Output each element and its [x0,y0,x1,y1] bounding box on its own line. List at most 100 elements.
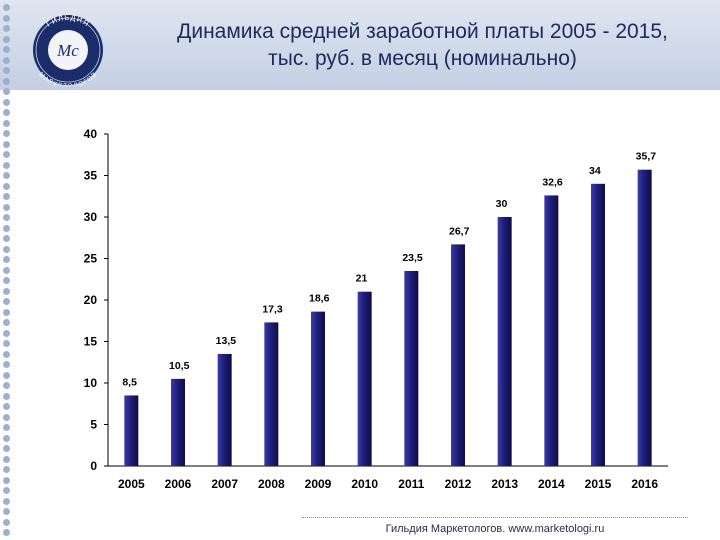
decorative-dot [3,361,10,368]
x-tick-label: 2013 [491,477,518,491]
data-label-2010: 21 [356,273,368,285]
data-label-2015: 34 [589,165,601,177]
decorative-dot-column [3,0,13,540]
data-label-2011: 23,5 [402,252,423,264]
bar-2016 [637,169,652,466]
decorative-dot [3,287,10,295]
bar-2005 [124,395,139,466]
decorative-dot [3,88,10,95]
bar-2014 [544,195,559,467]
y-tick-label: 40 [84,127,98,141]
decorative-dot [3,329,10,337]
decorative-dot [3,277,10,284]
decorative-dot [3,14,10,22]
decorative-dot [3,476,10,484]
y-tick-label: 0 [90,459,97,473]
decorative-dot [3,455,10,463]
x-tick-label: 2014 [538,477,565,491]
decorative-dot [3,35,10,43]
decorative-dot [3,56,10,64]
decorative-dot [3,235,10,242]
data-label-2016: 35,7 [636,151,657,163]
decorative-dot [3,161,10,169]
bar-2012 [451,244,465,466]
decorative-dot [3,413,10,421]
footer-text: Гильдия Маркетологов. www.marketologi.ru [385,523,605,535]
decorative-dot [3,487,10,494]
bar-2008 [264,322,279,466]
x-tick-label: 2012 [445,477,472,491]
decorative-dot [3,4,10,11]
salary-bar-chart: 8,5 10,5 13,5 17,3 18,6 21 23,5 26,7 30 32,6 34 35,… [84,127,668,491]
decorative-dot [3,298,10,305]
chart-bars [124,169,652,467]
bar-2007 [217,353,232,466]
y-tick-label: 5 [90,418,97,432]
decorative-dot [3,434,10,442]
logo-monogram: Mc [56,41,79,60]
decorative-dot [3,518,10,526]
decorative-dot [3,350,10,358]
x-tick-label: 2016 [631,477,658,491]
y-tick-label: 10 [84,376,98,390]
decorative-dot [3,224,10,232]
decorative-dot [3,340,10,347]
decorative-dot [3,203,10,211]
data-label-2012: 26,7 [449,225,470,237]
decorative-dot [3,508,10,515]
decorative-dot [3,466,10,473]
bar-2011 [404,270,419,466]
chart-axes [107,134,668,467]
decorative-dot [3,371,10,379]
decorative-dot [3,172,10,179]
x-tick-label: 2011 [398,477,424,491]
data-label-2013: 30 [496,198,508,210]
data-label-2014: 32,6 [542,176,563,188]
x-tick-label: 2006 [165,477,192,491]
y-tick-label: 35 [84,169,98,183]
guild-logo: ГИЛЬДИЯ МАРКЕТОЛОГОВ Mc [33,13,103,86]
footer-divider [302,517,688,518]
decorative-dot [3,77,10,85]
decorative-dot [3,445,10,452]
y-tick-label: 25 [84,252,98,266]
y-tick-label: 30 [84,210,98,224]
header-bar: ГИЛЬДИЯ МАРКЕТОЛОГОВ Mc Динамика средней… [0,0,720,90]
decorative-dot [3,497,10,505]
decorative-dot [3,98,10,106]
title-line-2: тыс. руб. в месяц (номинально) [268,47,577,70]
y-tick-label: 15 [84,335,98,349]
decorative-dot [3,256,10,263]
decorative-dot [3,319,10,326]
x-tick-label: 2005 [118,477,145,491]
decorative-dot [3,403,10,410]
decorative-dot [3,109,10,116]
decorative-dot [3,151,10,158]
decorative-dot [3,182,10,190]
decorative-dot [3,214,10,221]
decorative-dot [3,245,10,253]
bar-2015 [591,183,605,467]
page-title: Динамика средней заработной платы 2005 -… [130,18,715,72]
x-tick-label: 2009 [305,477,332,491]
decorative-dot [3,308,10,316]
decorative-dot [3,119,10,127]
bar-2010 [357,291,372,466]
data-label-2007: 13,5 [216,335,237,347]
y-tick-label: 20 [84,293,98,307]
decorative-dot [3,193,10,200]
x-tick-label: 2010 [351,477,378,491]
decorative-dot [3,25,10,32]
x-tick-label: 2015 [585,477,612,491]
decorative-dot [3,424,10,431]
decorative-dot [3,392,10,400]
title-line-1: Динамика средней заработной платы 2005 -… [177,20,668,43]
bar-2013 [497,217,512,466]
data-label-2009: 18,6 [309,293,330,305]
chart-x-ticks: 2005 2006 2007 2008 2009 2010 2011 2012 2013 2014… [118,477,658,491]
data-label-2006: 10,5 [169,360,190,372]
chart-data-labels: 8,5 10,5 13,5 17,3 18,6 21 23,5 26,7 30 32,6 34 35,… [122,151,656,389]
decorative-dot [3,130,10,137]
chart-y-ticks: 0 5 10 15 20 25 30 35 40 [84,127,108,473]
x-tick-label: 2007 [211,477,238,491]
